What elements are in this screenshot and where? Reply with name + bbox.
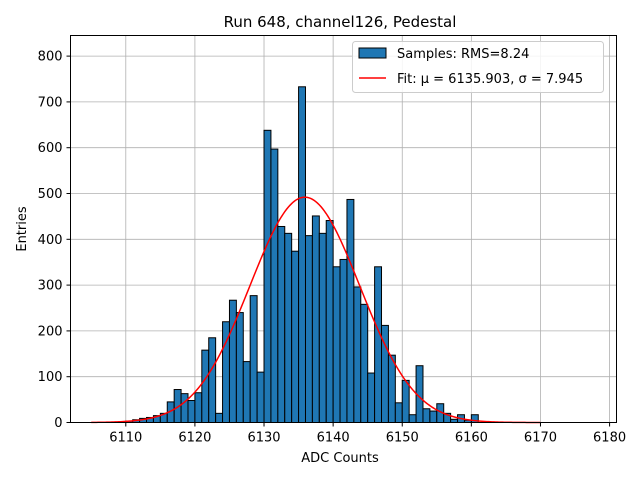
histogram-bar xyxy=(242,361,251,424)
histogram-bar xyxy=(360,303,369,423)
histogram-bar xyxy=(208,337,217,423)
y-tick-label: 400 xyxy=(38,233,63,248)
histogram-bar xyxy=(187,400,196,424)
histogram-bar xyxy=(408,414,417,424)
x-axis-ticks: 6110 6120 6130 6140 6150 6160 6170 6180 xyxy=(109,422,626,446)
legend-entry-fit: Fit: μ = 6135.903, σ = 7.945 xyxy=(397,72,583,87)
y-tick-label: 300 xyxy=(38,279,63,294)
histogram-bar xyxy=(180,393,189,424)
x-axis-label: ADC Counts xyxy=(301,451,379,466)
x-tick-label: 6160 xyxy=(455,431,488,446)
y-tick-label: 100 xyxy=(38,370,63,385)
histogram-bar xyxy=(332,266,341,423)
histogram-bar xyxy=(401,379,410,423)
histogram-bar xyxy=(194,392,203,424)
histogram-bar xyxy=(422,408,431,423)
x-tick-label: 6140 xyxy=(317,431,350,446)
y-tick-label: 700 xyxy=(38,95,63,110)
y-axis-label: Entries xyxy=(15,206,30,252)
legend-box xyxy=(352,41,604,93)
histogram-bar xyxy=(291,250,300,423)
histogram-bar xyxy=(249,295,258,423)
chart-title: Run 648, channel126, Pedestal xyxy=(224,13,457,31)
legend-bar-swatch xyxy=(358,47,387,59)
y-tick-label: 800 xyxy=(38,50,63,65)
histogram-bar xyxy=(304,235,313,423)
x-tick-label: 6170 xyxy=(524,431,557,446)
histogram-bar xyxy=(284,232,293,423)
x-tick-label: 6110 xyxy=(109,431,142,446)
histogram-bar xyxy=(201,349,210,424)
x-tick-label: 6180 xyxy=(593,431,626,446)
y-axis-ticks: 0 100 200 300 400 500 600 700 800 xyxy=(38,50,71,431)
histogram-bar xyxy=(318,232,327,423)
histogram-bar xyxy=(353,286,362,424)
histogram-bar xyxy=(215,412,224,424)
grid xyxy=(70,35,617,423)
y-tick-label: 0 xyxy=(54,416,62,431)
x-tick-label: 6120 xyxy=(178,431,211,446)
histogram-bar xyxy=(228,299,237,423)
legend-entry-samples: Samples: RMS=8.24 xyxy=(397,47,529,62)
histogram-bar xyxy=(270,148,279,424)
y-tick-label: 200 xyxy=(38,324,63,339)
x-tick-label: 6130 xyxy=(247,431,280,446)
plot-frame xyxy=(70,35,617,423)
histogram-bar xyxy=(298,86,306,423)
histogram-bar xyxy=(346,198,355,423)
histogram-bar xyxy=(277,225,286,423)
histogram-bar xyxy=(367,372,376,424)
fit-curve xyxy=(91,196,541,424)
y-tick-label: 600 xyxy=(38,141,63,156)
histogram-bars xyxy=(125,86,479,424)
histogram-bar xyxy=(339,258,348,423)
y-tick-label: 500 xyxy=(38,187,63,202)
histogram-bar xyxy=(394,402,403,424)
histogram-bar xyxy=(374,266,383,423)
x-tick-label: 6150 xyxy=(386,431,419,446)
histogram-bar xyxy=(263,129,272,423)
histogram-bar xyxy=(325,220,334,423)
histogram-bar xyxy=(387,354,396,424)
histogram-bar xyxy=(256,371,265,424)
histogram-bar xyxy=(311,215,320,423)
legend: Samples: RMS=8.24 Fit: μ = 6135.903, σ =… xyxy=(352,41,604,93)
histogram-bar xyxy=(235,312,244,424)
histogram-bar xyxy=(429,410,438,423)
